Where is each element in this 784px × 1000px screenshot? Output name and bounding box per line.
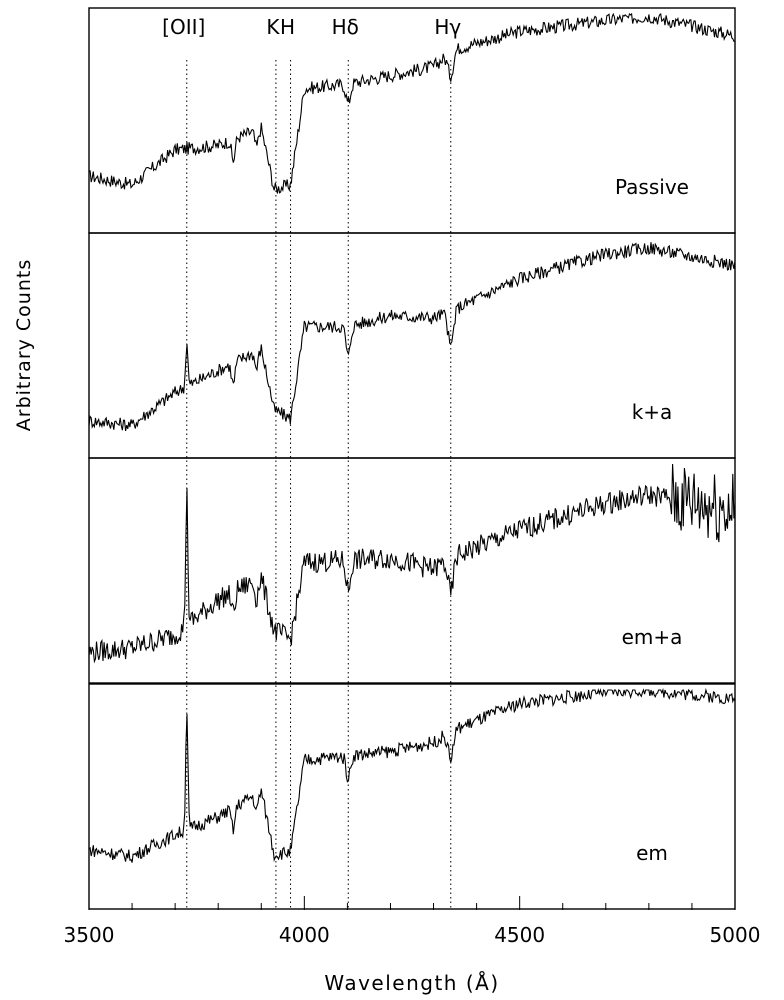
marker-label: K [266,15,280,39]
panel-frame [88,457,736,684]
x-tick-label: 4000 [279,923,330,947]
spectrum-line [88,463,736,664]
panel-ka: k+a [88,232,736,459]
series-label: Passive [615,175,689,199]
marker-label: Hδ [332,15,359,39]
panel-frame [88,7,736,234]
panel-frame [88,683,736,910]
x-tick-label: 5000 [710,923,761,947]
panel-ema: em+a [88,457,736,684]
panel-em: em [88,683,736,910]
series-label: k+a [632,400,673,424]
marker-label: [OII] [162,15,205,39]
line-markers: [OII] K H Hδ Hγ [162,15,461,910]
series-label: em [636,841,668,865]
panels: Passive k+a em+a em [88,7,736,910]
panel-frame [88,232,736,459]
x-tick-label: 3500 [64,923,115,947]
marker-label: H [280,15,295,39]
x-tick-label: 4500 [494,923,545,947]
x-axis-label: Wavelength (Å) [324,971,499,995]
marker-label: Hγ [434,15,461,39]
spectrum-line [88,687,736,863]
y-axis-label: Arbitrary Counts [13,259,35,431]
series-label: em+a [622,625,683,649]
panel-passive: Passive [88,7,736,234]
spectrum-line [88,242,736,432]
spectrum-line [88,12,736,194]
x-axis-ticks: 3500 4000 4500 5000 [64,896,761,947]
